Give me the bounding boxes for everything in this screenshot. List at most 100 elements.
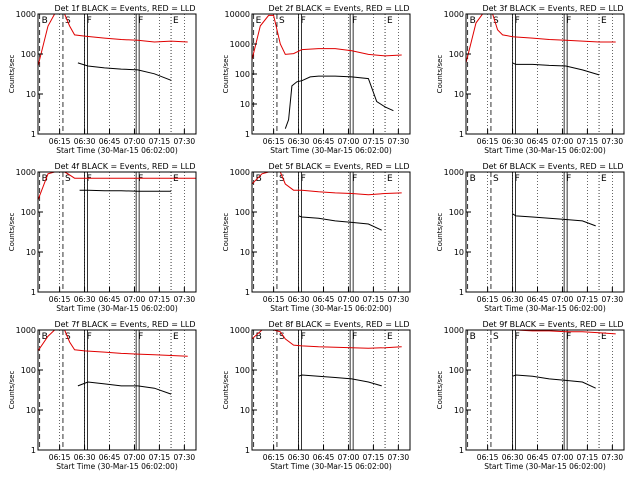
- marker-label: B: [42, 174, 48, 184]
- y-axis-label: Counts/sec: [436, 213, 444, 252]
- x-tick-label: 06:45: [99, 453, 121, 462]
- x-tick-label: 07:00: [552, 295, 574, 304]
- x-axis-label: Start Time (30-Mar-15 06:02:00): [56, 146, 178, 155]
- x-tick-label: 07:15: [363, 295, 385, 304]
- marker-label: F: [515, 174, 520, 184]
- panel-title: Det 3f BLACK = Events, RED = LLD: [482, 4, 623, 13]
- x-tick-label: 07:15: [577, 137, 599, 146]
- events-series-line: [512, 62, 600, 76]
- marker-label: E: [173, 16, 179, 26]
- marker-label: S: [279, 16, 285, 26]
- y-tick-label: 10: [454, 90, 464, 99]
- panel-title: Det 5f BLACK = Events, RED = LLD: [268, 162, 409, 171]
- y-tick-label: 1: [31, 288, 36, 297]
- x-tick-label: 06:15: [49, 453, 71, 462]
- events-series-line: [298, 215, 382, 231]
- x-tick-label: 07:30: [602, 453, 624, 462]
- x-tick-label: 06:30: [74, 453, 96, 462]
- x-tick-label: 06:15: [263, 453, 285, 462]
- x-tick-label: 07:00: [124, 295, 146, 304]
- x-tick-label: 07:30: [174, 295, 196, 304]
- lld-series-line: [252, 14, 402, 60]
- y-tick-label: 1: [459, 288, 464, 297]
- y-axis-label: Counts/sec: [222, 213, 230, 252]
- marker-label: E: [387, 174, 393, 184]
- marker-label: F: [138, 16, 143, 26]
- panel-det-6: Det 6f BLACK = Events, RED = LLD B S F F E 1 10…: [436, 162, 625, 313]
- x-tick-label: 07:15: [577, 295, 599, 304]
- marker-label: E: [387, 332, 393, 342]
- marker-label: F: [301, 16, 306, 26]
- panel-title: Det 7f BLACK = Events, RED = LLD: [54, 320, 195, 329]
- events-series-line: [77, 62, 172, 81]
- plot-frame: [465, 171, 625, 293]
- marker-label: F: [301, 332, 306, 342]
- panel-title: Det 4f BLACK = Events, RED = LLD: [54, 162, 195, 171]
- y-tick-label: 100: [21, 50, 36, 59]
- panel-det-2: Det 2f BLACK = Events, RED = LLD E S F F E 1 10…: [222, 4, 411, 155]
- x-tick-label: 07:30: [602, 295, 624, 304]
- events-series-line: [298, 374, 382, 387]
- panel-det-5: Det 5f BLACK = Events, RED = LLD B S F F E 1 10…: [222, 162, 411, 313]
- x-tick-label: 07:15: [149, 453, 171, 462]
- marker-label: S: [493, 16, 499, 26]
- y-tick-label: 1000: [16, 168, 36, 177]
- plot-frame: [465, 329, 625, 451]
- marker-label: E: [256, 16, 262, 26]
- marker-label: F: [566, 16, 571, 26]
- y-tick-label: 10000: [225, 10, 250, 19]
- x-tick-label: 06:30: [74, 137, 96, 146]
- x-tick-label: 07:15: [149, 137, 171, 146]
- x-tick-label: 06:15: [477, 453, 499, 462]
- y-axis-label: Counts/sec: [8, 55, 16, 94]
- panel-title: Det 2f BLACK = Events, RED = LLD: [268, 4, 409, 13]
- marker-label: F: [138, 332, 143, 342]
- lld-series-line: [466, 14, 616, 64]
- x-tick-label: 07:30: [174, 137, 196, 146]
- y-tick-label: 100: [449, 366, 464, 375]
- y-axis-label: Counts/sec: [222, 371, 230, 410]
- x-tick-label: 06:30: [502, 295, 524, 304]
- x-axis-label: Start Time (30-Mar-15 06:02:00): [270, 462, 392, 471]
- x-tick-label: 07:00: [552, 137, 574, 146]
- y-tick-label: 100: [235, 366, 250, 375]
- x-tick-label: 06:15: [477, 137, 499, 146]
- panel-title: Det 8f BLACK = Events, RED = LLD: [268, 320, 409, 329]
- y-axis-label: Counts/sec: [8, 371, 16, 410]
- panel-det-4: Det 4f BLACK = Events, RED = LLD B S F F E 1 10…: [8, 162, 197, 313]
- marker-label: F: [352, 16, 357, 26]
- plot-frame: [37, 329, 197, 451]
- y-tick-label: 1: [459, 130, 464, 139]
- marker-label: B: [42, 332, 48, 342]
- y-tick-label: 100: [21, 366, 36, 375]
- y-tick-label: 1000: [230, 168, 250, 177]
- y-tick-label: 100: [21, 208, 36, 217]
- y-axis-label: Counts/sec: [8, 213, 16, 252]
- plot-frame: [251, 171, 411, 293]
- plot-frame: [37, 171, 197, 293]
- x-tick-label: 07:15: [363, 453, 385, 462]
- y-tick-label: 10: [26, 248, 36, 257]
- x-tick-label: 06:15: [477, 295, 499, 304]
- x-tick-label: 07:15: [149, 295, 171, 304]
- y-tick-label: 100: [449, 50, 464, 59]
- lld-series-line: [38, 330, 188, 357]
- y-tick-label: 1: [245, 446, 250, 455]
- y-axis-label: Counts/sec: [222, 55, 230, 94]
- marker-label: F: [566, 332, 571, 342]
- plot-frame: [37, 13, 197, 135]
- events-series-line: [512, 213, 596, 227]
- x-tick-label: 06:45: [313, 453, 335, 462]
- x-tick-label: 06:15: [263, 295, 285, 304]
- x-tick-label: 06:30: [288, 137, 310, 146]
- y-tick-label: 10: [240, 100, 250, 109]
- x-tick-label: 07:00: [338, 295, 360, 304]
- y-tick-label: 10: [454, 406, 464, 415]
- x-tick-label: 07:30: [388, 453, 410, 462]
- lld-series-line: [252, 172, 402, 196]
- y-tick-label: 100: [235, 70, 250, 79]
- x-tick-label: 07:30: [602, 137, 624, 146]
- y-tick-label: 100: [449, 208, 464, 217]
